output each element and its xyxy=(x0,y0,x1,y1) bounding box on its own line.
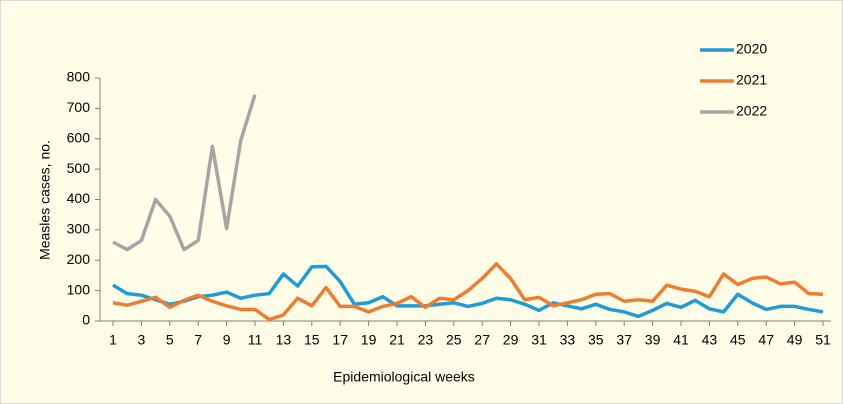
line-series xyxy=(112,264,824,319)
x-tick-label: 11 xyxy=(248,332,263,348)
y-tick-label: 800 xyxy=(67,69,91,85)
x-axis-title: Epidemiological weeks xyxy=(333,369,475,385)
x-tick-label: 37 xyxy=(616,332,632,348)
y-tick-label: 600 xyxy=(67,129,91,145)
y-tick-label: 200 xyxy=(67,251,91,267)
x-tick-label: 27 xyxy=(474,332,490,348)
x-tick-label: 21 xyxy=(389,332,405,348)
x-tick-label: 23 xyxy=(418,332,434,348)
y-tick-label: 0 xyxy=(82,312,90,328)
x-tick-label: 47 xyxy=(758,332,774,348)
y-axis-title: Measles cases, no. xyxy=(37,140,53,260)
y-tick-label: 700 xyxy=(67,99,91,115)
x-tick-label: 49 xyxy=(787,332,803,348)
legend-label: 2020 xyxy=(736,41,767,57)
x-tick-label: 13 xyxy=(276,332,292,348)
y-tick-label: 300 xyxy=(67,221,91,237)
line-series xyxy=(112,262,824,322)
y-tick-label: 400 xyxy=(67,190,91,206)
x-tick-label: 51 xyxy=(815,332,831,348)
x-tick-label: 25 xyxy=(446,332,462,348)
x-tick-label: 1 xyxy=(109,332,117,348)
x-tick-label: 9 xyxy=(223,332,231,348)
y-tick-label: 500 xyxy=(67,160,91,176)
x-tick-label: 31 xyxy=(531,332,547,348)
x-tick-label: 41 xyxy=(673,332,689,348)
x-tick-label: 15 xyxy=(304,332,320,348)
x-tick-label: 33 xyxy=(560,332,576,348)
y-tick-label: 100 xyxy=(67,281,91,297)
x-tick-label: 17 xyxy=(332,332,348,348)
x-tick-label: 43 xyxy=(702,332,718,348)
line-series xyxy=(112,94,257,252)
x-tick-label: 35 xyxy=(588,332,604,348)
x-tick-label: 3 xyxy=(138,332,146,348)
x-tick-label: 29 xyxy=(503,332,519,348)
x-tick-label: 39 xyxy=(645,332,661,348)
x-tick-label: 5 xyxy=(166,332,174,348)
x-tick-label: 19 xyxy=(361,332,377,348)
legend-label: 2022 xyxy=(736,103,767,119)
legend-label: 2021 xyxy=(736,72,767,88)
x-tick-label: 7 xyxy=(194,332,202,348)
x-tick-label: 45 xyxy=(730,332,746,348)
